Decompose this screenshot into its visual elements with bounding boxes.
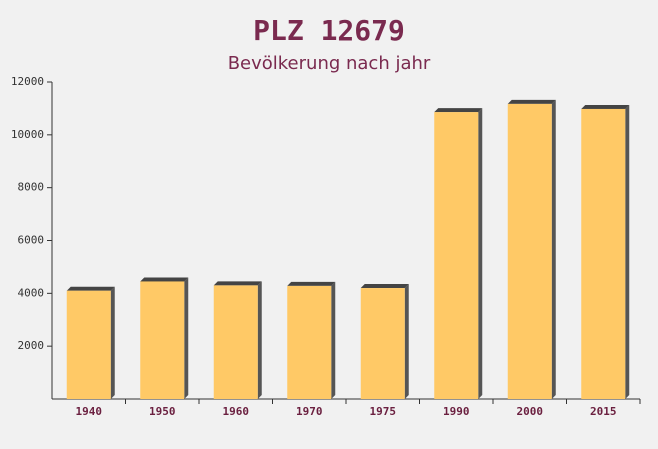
- bar-top: [360, 284, 409, 289]
- y-tick-label: 10000: [11, 128, 44, 141]
- bar-top: [140, 277, 189, 282]
- x-tick-label: 1950: [149, 405, 176, 418]
- bar-top: [66, 286, 115, 291]
- x-tick-label: 1940: [76, 405, 103, 418]
- bar: [360, 288, 405, 399]
- x-tick-label: 1960: [223, 405, 250, 418]
- x-tick-label: 1975: [370, 405, 397, 418]
- bar-side: [478, 108, 483, 400]
- bar-side: [331, 281, 336, 399]
- bar: [507, 103, 552, 399]
- x-tick-label: 1990: [443, 405, 470, 418]
- chart-title: PLZ 12679: [253, 14, 405, 47]
- bar-side: [404, 284, 409, 399]
- y-tick-label: 4000: [18, 286, 45, 299]
- bar: [213, 285, 258, 399]
- y-tick-label: 12000: [11, 75, 44, 88]
- bar-side: [184, 277, 189, 399]
- bar-top: [287, 281, 336, 286]
- bar-top: [434, 108, 483, 113]
- bar: [287, 285, 332, 399]
- bar-side: [257, 281, 262, 399]
- chart-subtitle: Bevölkerung nach jahr: [228, 53, 431, 74]
- bar: [581, 108, 626, 399]
- bar: [66, 290, 111, 399]
- y-tick-label: 2000: [18, 339, 45, 352]
- bar-top: [581, 104, 630, 109]
- x-tick-label: 2000: [517, 405, 544, 418]
- bar: [140, 281, 185, 399]
- y-tick-label: 8000: [18, 181, 45, 194]
- bar-top: [213, 281, 262, 286]
- x-tick-label: 1970: [296, 405, 323, 418]
- y-tick-label: 6000: [18, 234, 45, 247]
- bar-side: [110, 286, 115, 399]
- bar-top: [507, 99, 556, 104]
- x-tick-label: 2015: [590, 405, 617, 418]
- bar: [434, 112, 479, 400]
- bar-side: [551, 99, 556, 399]
- bar-side: [625, 104, 630, 399]
